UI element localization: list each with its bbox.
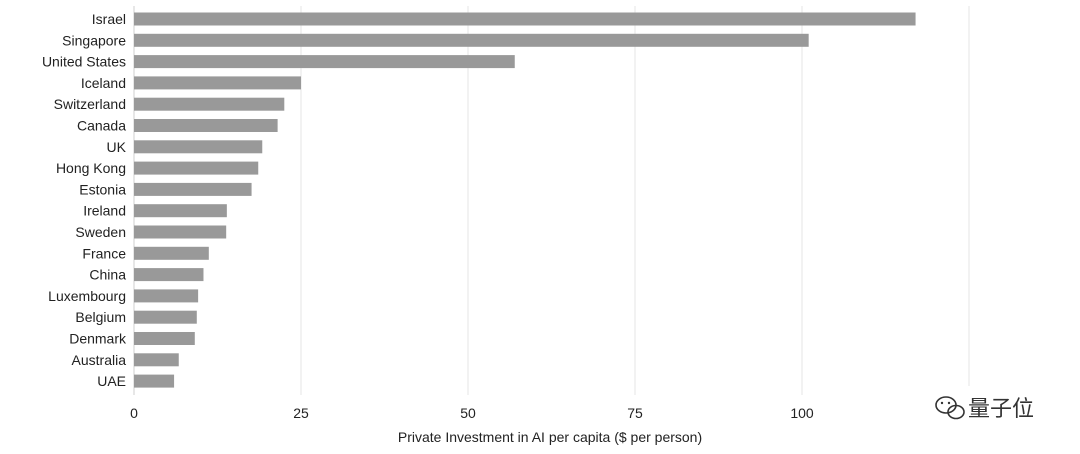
watermark: 量子位 [928,386,1058,430]
bar-israel [134,12,916,26]
bar-uk [134,140,263,154]
bars [134,12,916,388]
x-axis-title: Private Investment in AI per capita ($ p… [398,429,702,445]
category-label: Ireland [83,203,126,219]
category-label: Hong Kong [56,160,126,176]
bar-united-states [134,55,515,69]
category-label: Switzerland [54,96,126,112]
bar-sweden [134,225,227,239]
bar-estonia [134,182,252,196]
bar-switzerland [134,97,285,111]
bar-china [134,268,204,282]
category-label: UAE [97,373,126,389]
bar-iceland [134,76,301,90]
category-label: Israel [92,11,126,27]
bar-hong-kong [134,161,259,175]
x-tick-label: 25 [293,405,309,421]
category-label: Australia [72,352,127,368]
x-tick-label: 50 [460,405,476,421]
category-label: Iceland [81,75,126,91]
bar-canada [134,119,278,132]
category-label: Singapore [62,32,126,48]
category-label: France [82,245,126,261]
category-label: UK [107,139,127,155]
category-label: Luxembourg [48,288,126,304]
x-tick-label: 75 [627,405,643,421]
category-label: Canada [77,118,126,134]
x-tick-labels: 025507510012 [130,405,977,421]
bar-ireland [134,204,227,218]
bar-singapore [134,33,809,47]
x-tick-label: 0 [130,405,138,421]
bar-uae [134,374,175,388]
category-label: United States [42,54,126,70]
category-label: Belgium [75,309,126,325]
category-label: Denmark [69,331,127,347]
x-tick-label: 100 [790,405,814,421]
gridlines [133,6,970,395]
watermark-text: 量子位 [968,397,1034,422]
category-labels: Israel Singapore United States Iceland Switz… [42,11,127,389]
wechat-logo-icon [935,396,965,420]
bar-france [134,246,209,260]
bar-denmark [134,332,195,345]
bar-luxembourg [134,289,199,303]
category-label: China [89,267,126,283]
category-label: Estonia [79,181,126,197]
category-label: Sweden [75,224,126,240]
bar-belgium [134,310,197,324]
bar-australia [134,353,179,367]
